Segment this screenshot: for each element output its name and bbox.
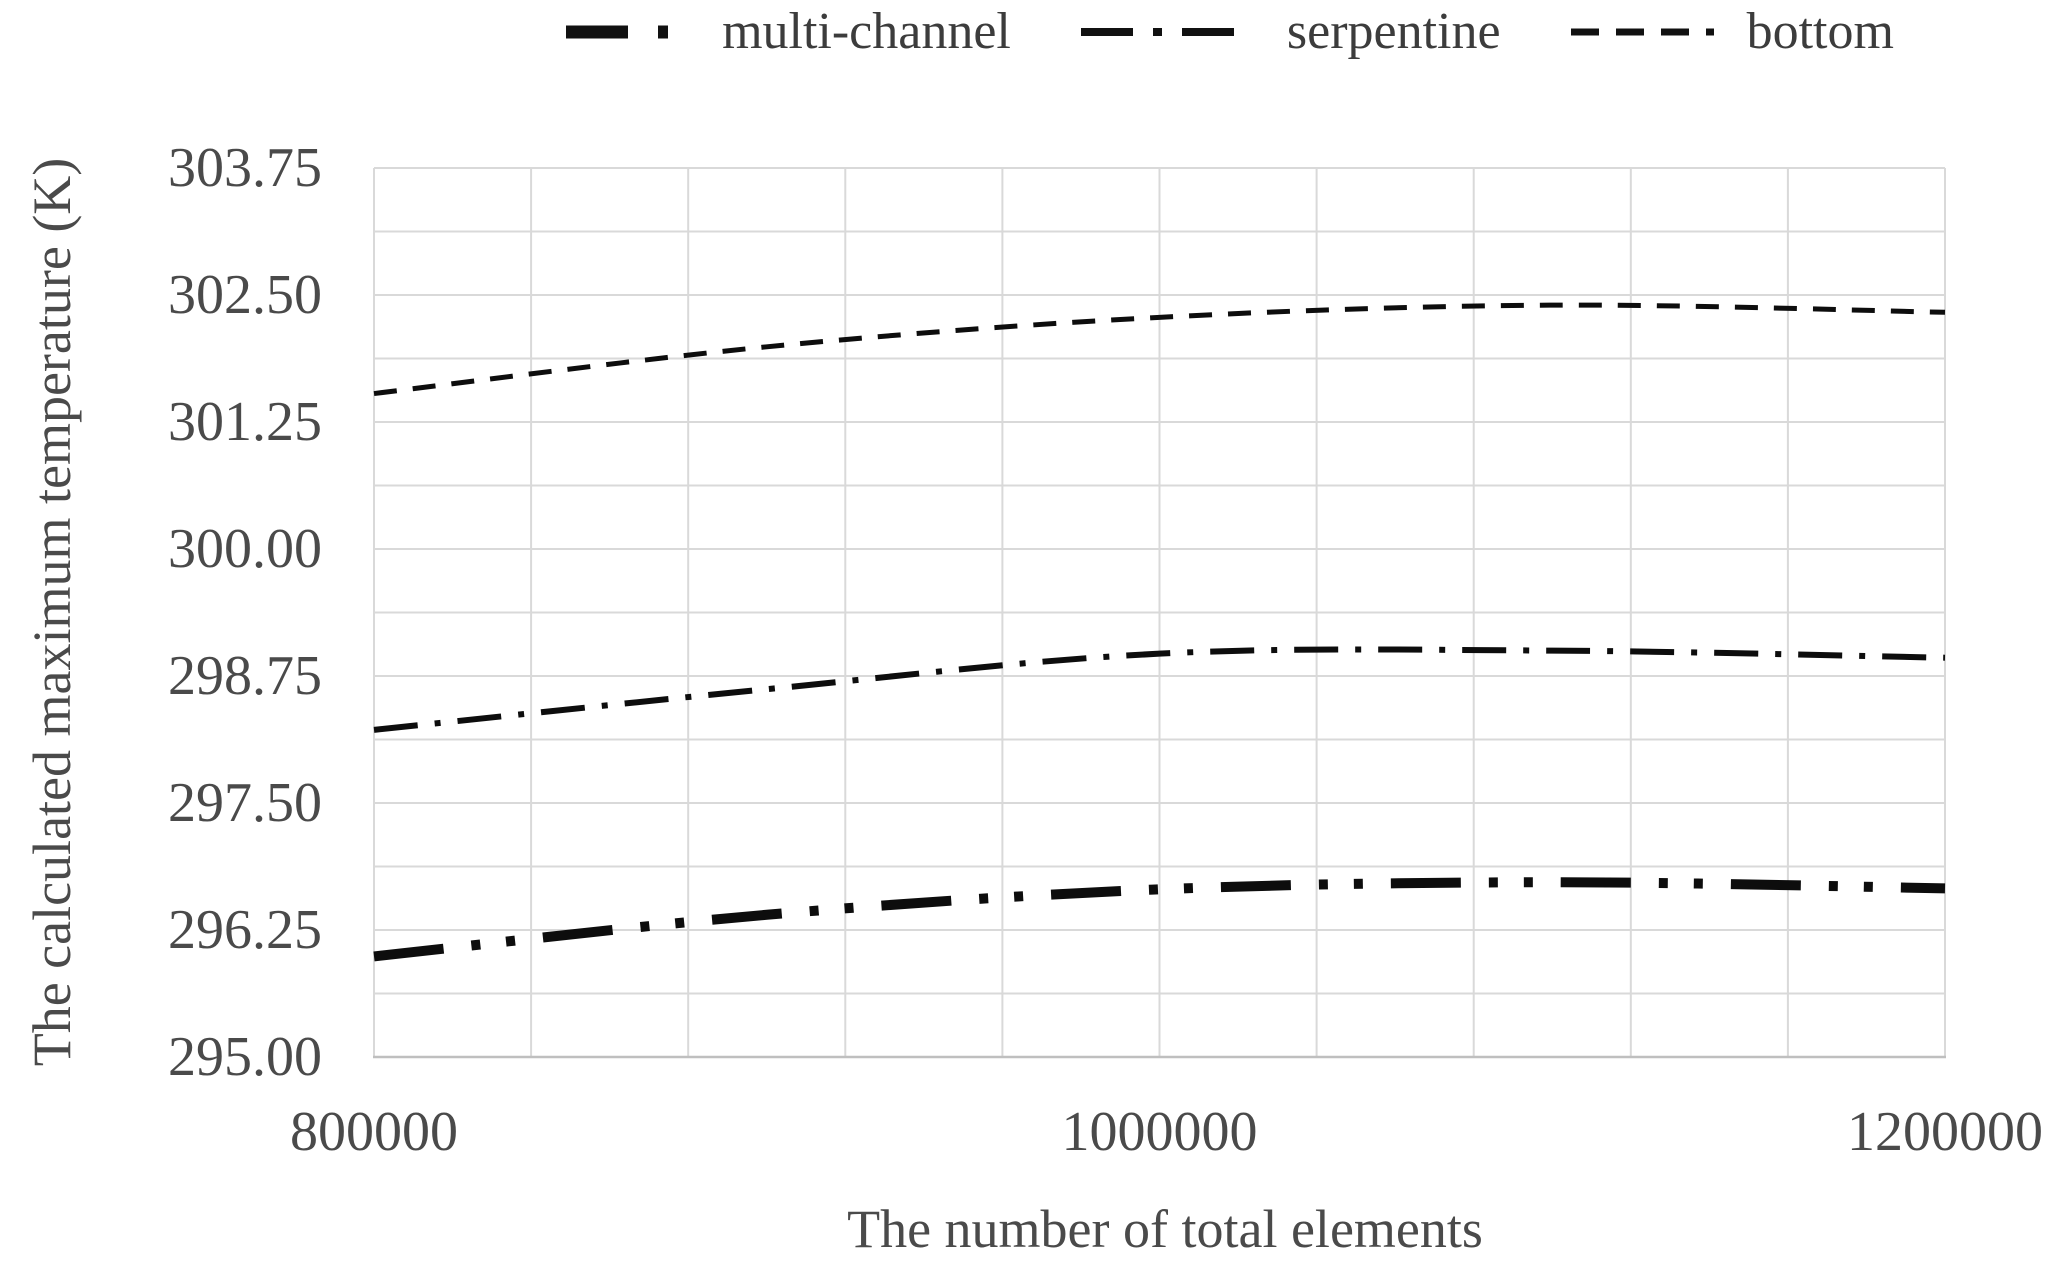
y-tick-label: 302.50 [168, 264, 322, 326]
series-line-bottom [373, 302, 1946, 397]
bottom-line-icon [1570, 28, 1731, 36]
serpentine-line-icon [1080, 28, 1271, 36]
legend-label-multi-channel: multi-channel [722, 3, 1011, 60]
x-tick-label: 1200000 [1847, 1101, 2043, 1163]
legend-item-multi-channel: multi-channel [566, 6, 1011, 58]
y-tick-label: 295.00 [168, 1026, 322, 1088]
legend-item-serpentine: serpentine [1080, 3, 1501, 60]
legend-label-serpentine: serpentine [1286, 3, 1501, 60]
legend-label-bottom: bottom [1746, 3, 1894, 60]
y-tick-label: 300.00 [168, 518, 322, 580]
y-tick-label: 301.25 [168, 391, 322, 453]
legend: multi-channel serpentine bottom [440, 6, 2020, 58]
y-tick-label: 296.25 [168, 899, 322, 961]
x-tick-label: 1000000 [1061, 1101, 1258, 1163]
legend-item-bottom: bottom [1570, 3, 1894, 60]
y-tick-label: 297.50 [168, 772, 322, 834]
y-tick-label: 298.75 [168, 645, 322, 707]
multi-channel-line-icon [566, 25, 707, 39]
y-tick-label: 303.75 [168, 137, 322, 199]
x-axis-title: The number of total elements [847, 1199, 1483, 1259]
x-tick-label: 800000 [290, 1101, 458, 1163]
series-line-serpentine [373, 646, 1946, 733]
